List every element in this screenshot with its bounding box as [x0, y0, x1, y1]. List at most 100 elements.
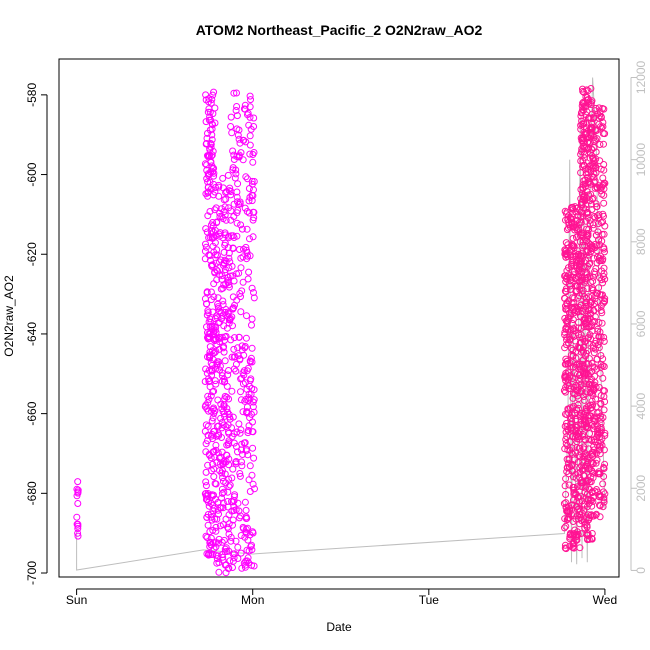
- data-point: [562, 388, 569, 396]
- data-point: [579, 368, 587, 376]
- data-point: [220, 488, 228, 496]
- data-point: [569, 234, 577, 242]
- data-point: [226, 481, 234, 489]
- data-point: [568, 242, 576, 250]
- data-point: [573, 503, 581, 511]
- data-point: [243, 208, 251, 215]
- data-point: [598, 190, 606, 198]
- data-point: [574, 531, 582, 538]
- data-point: [219, 504, 227, 512]
- data-point: [561, 482, 569, 490]
- data-point: [217, 414, 225, 422]
- data-point: [213, 251, 221, 259]
- data-point: [563, 226, 571, 234]
- data-point: [203, 228, 211, 236]
- data-point: [237, 308, 245, 316]
- data-point: [601, 222, 609, 230]
- data-point: [566, 404, 574, 412]
- data-point: [590, 344, 597, 352]
- data-point: [570, 271, 578, 279]
- data-point: [224, 525, 232, 533]
- data-point: [578, 357, 586, 365]
- data-point: [202, 490, 210, 497]
- data-point: [598, 276, 606, 284]
- data-point: [245, 209, 253, 217]
- data-point: [577, 338, 585, 346]
- data-point: [597, 352, 605, 359]
- data-point: [582, 516, 590, 524]
- data-point: [246, 252, 254, 260]
- data-point: [238, 225, 246, 233]
- data-point: [231, 353, 239, 361]
- data-point: [570, 383, 578, 391]
- data-point: [597, 252, 604, 260]
- data-point: [234, 344, 242, 352]
- data-point: [234, 352, 242, 360]
- data-point: [242, 506, 250, 514]
- data-point: [593, 259, 601, 267]
- data-point: [246, 150, 254, 158]
- data-point: [239, 253, 247, 261]
- data-point: [202, 421, 210, 429]
- data-point: [221, 357, 229, 365]
- data-point: [228, 424, 235, 432]
- data-point: [245, 422, 253, 430]
- data-point: [599, 291, 606, 299]
- data-point: [238, 342, 246, 350]
- plot-frame: [58, 58, 620, 578]
- data-point: [591, 313, 599, 321]
- data-point: [579, 308, 586, 315]
- data-point: [244, 427, 252, 434]
- data-point: [210, 169, 218, 177]
- data-point: [201, 255, 209, 263]
- data-point: [600, 363, 608, 370]
- data-point: [562, 491, 570, 498]
- data-point: [209, 242, 217, 250]
- data-point: [212, 523, 220, 531]
- data-point: [574, 282, 581, 290]
- data-point: [211, 206, 219, 214]
- data-point: [227, 537, 235, 545]
- data-point: [249, 529, 257, 537]
- data-point: [568, 213, 576, 221]
- data-point: [581, 338, 589, 346]
- data-point: [583, 94, 591, 101]
- data-point: [229, 147, 237, 155]
- data-point: [600, 464, 608, 471]
- data-point: [244, 554, 252, 562]
- data-point: [568, 414, 575, 422]
- data-point: [565, 333, 573, 341]
- data-point: [202, 190, 210, 198]
- data-point: [218, 372, 226, 380]
- data-point: [589, 460, 597, 468]
- data-point: [222, 216, 230, 224]
- y-tick-label: -660: [25, 401, 39, 425]
- data-point: [244, 109, 252, 117]
- data-point: [242, 138, 250, 146]
- data-point: [593, 184, 601, 192]
- data-point: [598, 319, 606, 327]
- data-point: [590, 381, 598, 389]
- y2-tick-label: 10000: [634, 143, 648, 177]
- data-point: [203, 550, 211, 558]
- data-point: [579, 433, 587, 440]
- data-point: [240, 371, 248, 379]
- data-point: [571, 327, 579, 335]
- data-point: [601, 432, 609, 439]
- data-point: [570, 530, 578, 538]
- data-point: [223, 382, 231, 390]
- data-point: [243, 246, 250, 254]
- data-point: [592, 104, 600, 112]
- data-point: [562, 341, 570, 349]
- data-point: [228, 353, 236, 361]
- data-point: [210, 88, 218, 96]
- data-point: [561, 524, 568, 532]
- data-point: [212, 480, 220, 488]
- data-point: [218, 369, 226, 377]
- data-point: [589, 452, 597, 460]
- data-point: [597, 419, 605, 427]
- data-point: [592, 459, 600, 467]
- data-point: [600, 199, 608, 207]
- data-point: [596, 290, 604, 298]
